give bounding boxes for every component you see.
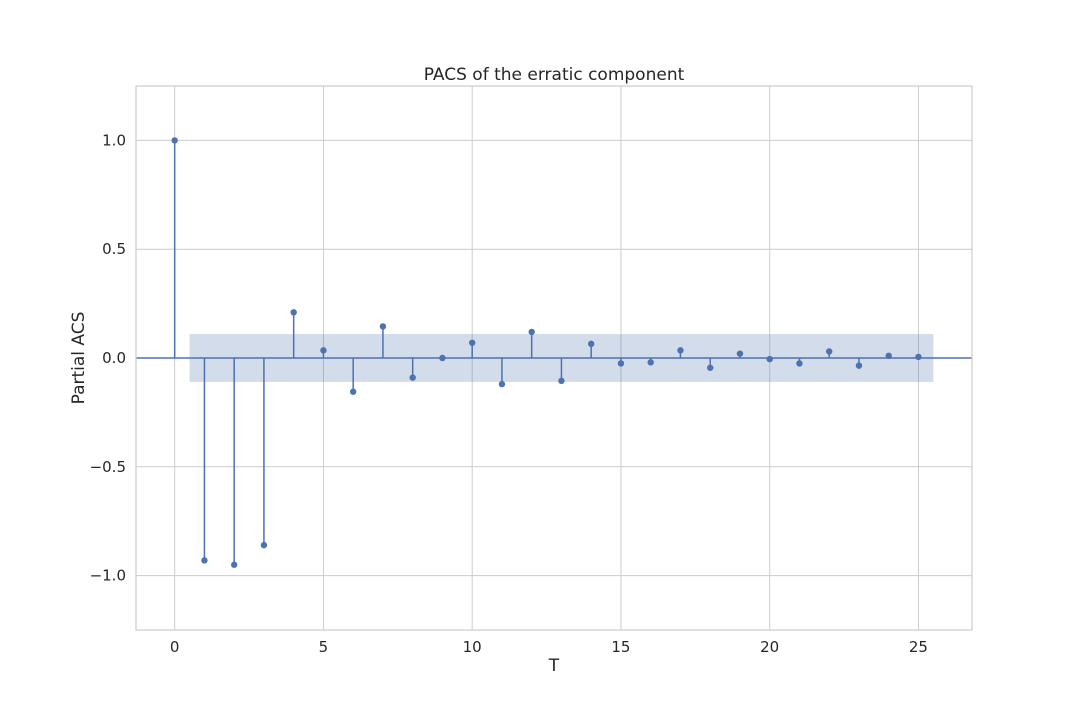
x-tick-label: 25: [909, 638, 928, 656]
stem-marker: [885, 352, 892, 360]
stem-marker: [706, 364, 714, 371]
y-tick-label: −1.0: [90, 567, 126, 585]
stem-marker: [439, 354, 446, 362]
stem-marker: [796, 360, 803, 367]
plot-frame: [135, 85, 973, 631]
x-tick-label: 10: [463, 638, 482, 656]
stem-marker: [825, 348, 833, 355]
stem-marker: [587, 340, 595, 348]
stem-marker: [528, 328, 535, 336]
stem-marker: [498, 380, 506, 388]
stem-marker: [379, 323, 387, 330]
x-tick-label: 5: [319, 638, 329, 656]
stem-marker: [915, 353, 922, 361]
stem-marker: [290, 309, 297, 316]
y-tick-labels: −1.0 −0.5 0.0 0.5 1.0: [90, 131, 126, 584]
x-tick-label: 15: [611, 638, 630, 656]
stem-marker: [736, 350, 744, 357]
y-tick-label: 0.5: [102, 240, 126, 258]
y-tick-label: 1.0: [102, 131, 126, 149]
chart-title: PACS of the erratic component: [424, 65, 685, 85]
y-axis-label: Partial ACS: [69, 312, 89, 405]
x-axis-label: T: [548, 656, 560, 676]
stem-marker: [171, 137, 178, 144]
stem-marker: [468, 339, 476, 346]
stem-marker: [855, 362, 863, 369]
stem-marker: [349, 388, 357, 395]
stem-marker: [558, 377, 565, 385]
y-tick-label: 0.0: [102, 349, 126, 367]
stem-marker: [320, 347, 327, 354]
stem-marker: [766, 355, 773, 363]
stem-marker: [617, 360, 625, 367]
y-tick-label: −0.5: [90, 458, 126, 476]
stem-marker: [230, 561, 238, 568]
stem-marker: [409, 374, 416, 381]
x-tick-label: 0: [170, 638, 180, 656]
stem-marker: [201, 557, 208, 564]
stem-marker: [677, 347, 684, 354]
marker-layer: [171, 137, 922, 568]
x-tick-labels: 0 5 10 15 20 25: [170, 638, 928, 656]
stem-marker: [260, 541, 268, 549]
stem-marker: [647, 359, 654, 366]
x-tick-label: 20: [760, 638, 779, 656]
